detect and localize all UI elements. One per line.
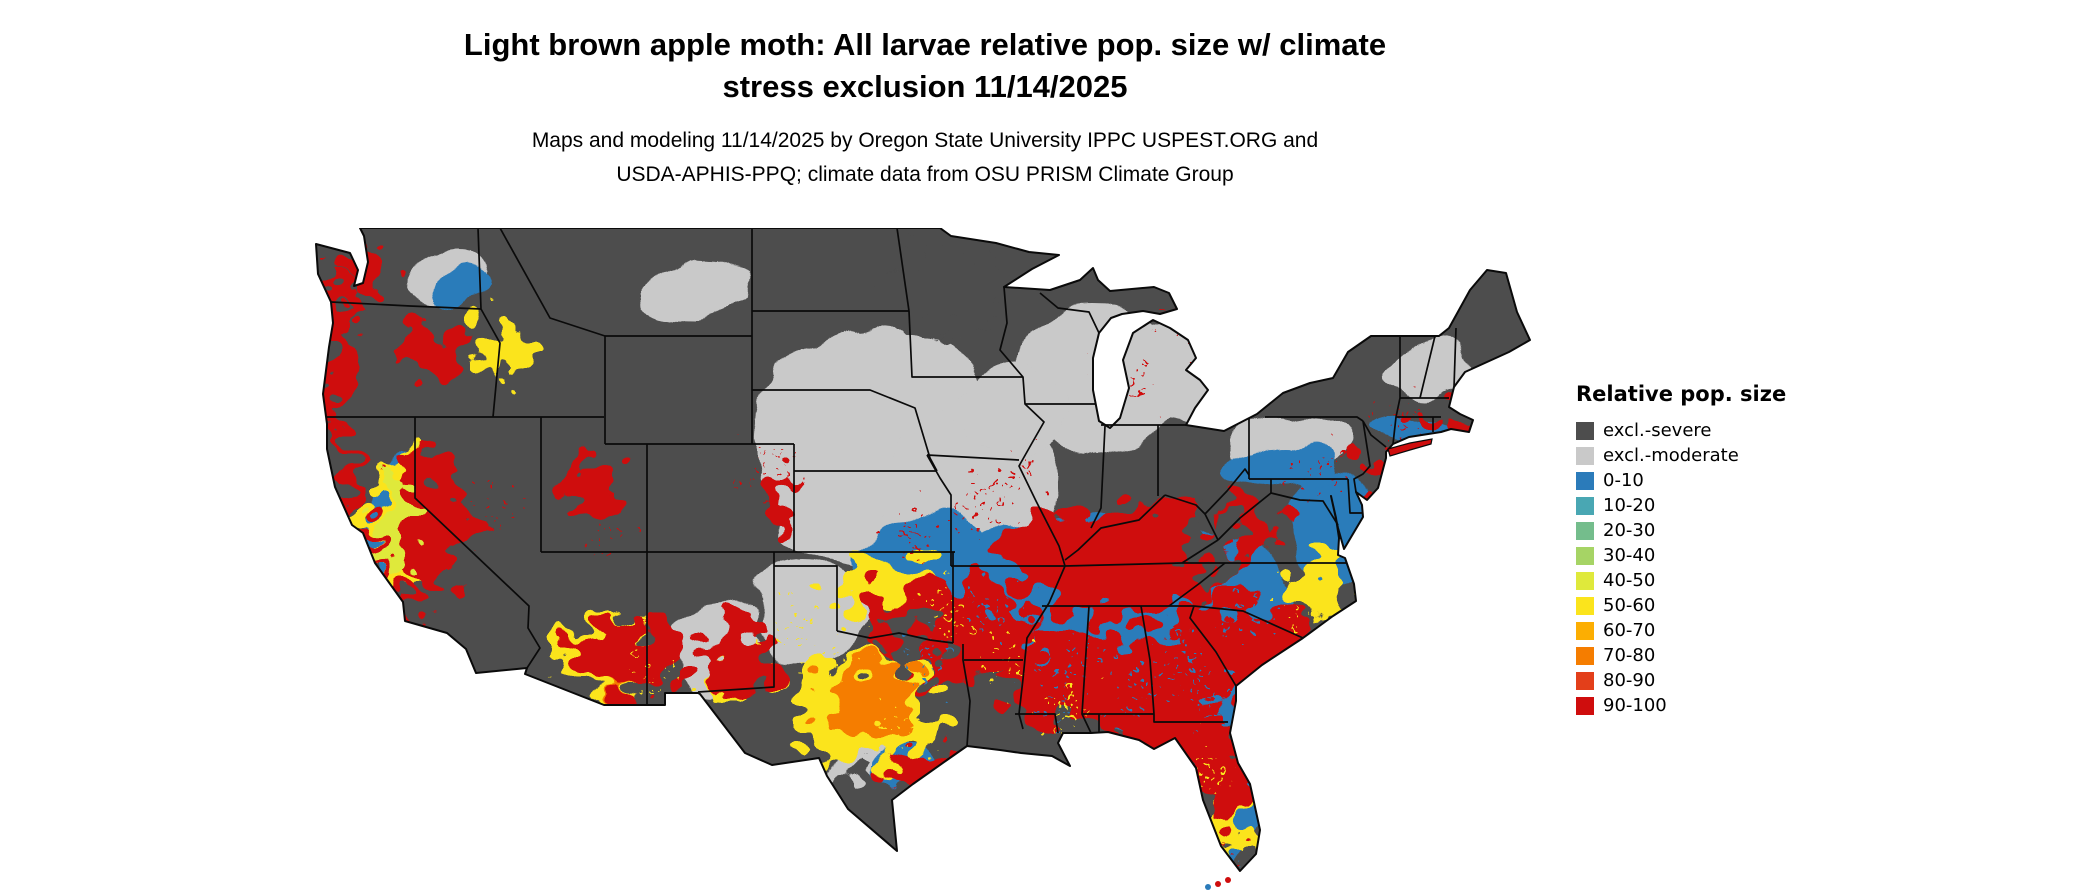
map-speckle — [485, 321, 1405, 776]
legend-title: Relative pop. size — [1576, 382, 1787, 406]
map-subtitle-line2: USDA-APHIS-PPQ; climate data from OSU PR… — [616, 163, 1234, 186]
legend-item: 20-30 — [1576, 518, 1816, 543]
map-title-line2: stress exclusion 11/14/2025 — [722, 69, 1128, 104]
legend-item: 10-20 — [1576, 493, 1816, 518]
legend-item-label: 70-80 — [1603, 645, 1656, 666]
legend-item-label: 0-10 — [1603, 470, 1644, 491]
legend-item: excl.-moderate — [1576, 443, 1816, 468]
state-borders — [327, 227, 1457, 747]
legend-swatch — [1576, 471, 1594, 490]
legend-item: 80-90 — [1576, 668, 1816, 693]
legend-item: 0-10 — [1576, 468, 1816, 493]
legend-item-label: 60-70 — [1603, 620, 1656, 641]
map-title: Light brown apple moth: All larvae relat… — [0, 24, 1850, 108]
us-map-svg — [315, 227, 1531, 890]
legend-item: 90-100 — [1576, 693, 1816, 718]
legend-item-label: excl.-moderate — [1603, 445, 1739, 466]
legend-item-label: 10-20 — [1603, 495, 1656, 516]
legend-item-label: excl.-severe — [1603, 420, 1712, 441]
legend-item-label: 20-30 — [1603, 520, 1656, 541]
florida-keys — [1205, 877, 1231, 890]
legend-item: 30-40 — [1576, 543, 1816, 568]
legend-item: excl.-severe — [1576, 418, 1816, 443]
legend-swatch — [1576, 496, 1594, 515]
legend-item-label: 90-100 — [1603, 695, 1667, 716]
legend-swatch — [1576, 596, 1594, 615]
legend-swatch — [1576, 621, 1594, 640]
long-island — [1387, 438, 1433, 457]
legend-swatch — [1576, 546, 1594, 565]
legend-item-label: 50-60 — [1603, 595, 1656, 616]
legend-item: 40-50 — [1576, 568, 1816, 593]
legend-item: 60-70 — [1576, 618, 1816, 643]
legend-item: 70-80 — [1576, 643, 1816, 668]
usa-outline — [315, 227, 1531, 872]
legend-swatch — [1576, 521, 1594, 540]
legend-swatch — [1576, 646, 1594, 665]
map-subtitle-line1: Maps and modeling 11/14/2025 by Oregon S… — [531, 129, 1319, 152]
us-map — [310, 227, 1535, 890]
legend-swatch — [1576, 421, 1594, 440]
legend-item-label: 40-50 — [1603, 570, 1656, 591]
map-title-line1: Light brown apple moth: All larvae relat… — [463, 27, 1387, 62]
map-subtitle: Maps and modeling 11/14/2025 by Oregon S… — [0, 124, 1850, 192]
map-layer-valley — [378, 475, 418, 571]
legend-item-label: 30-40 — [1603, 545, 1656, 566]
legend-swatch — [1576, 446, 1594, 465]
legend-item-label: 80-90 — [1603, 670, 1656, 691]
map-legend: Relative pop. size excl.-severe excl.-mo… — [1576, 382, 1816, 718]
legend-item: 50-60 — [1576, 593, 1816, 618]
legend-swatch — [1576, 696, 1594, 715]
legend-swatch — [1576, 671, 1594, 690]
legend-swatch — [1576, 571, 1594, 590]
